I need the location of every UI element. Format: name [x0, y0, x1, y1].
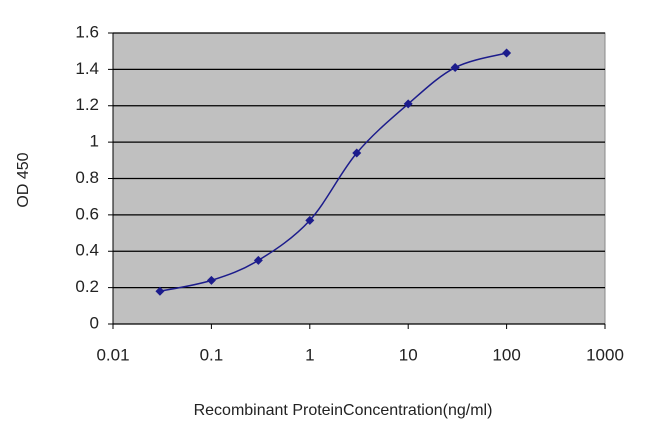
y-tick-label: 1.4	[75, 59, 99, 78]
y-tick-label: 0.6	[75, 204, 99, 223]
y-tick-label: 0.2	[75, 277, 99, 296]
data-line	[159, 52, 507, 292]
y-tick-label: 0.4	[75, 241, 99, 260]
x-tick-label: 0.01	[96, 345, 129, 364]
marker	[155, 286, 165, 296]
y-tick-label: 0.8	[75, 168, 99, 187]
marker	[502, 48, 512, 58]
marker	[253, 255, 263, 265]
marker	[403, 99, 413, 109]
x-tick-label: 10	[399, 345, 418, 364]
marker	[206, 275, 216, 285]
marker	[352, 148, 362, 158]
x-tick-label: 1	[305, 345, 314, 364]
x-tick-label: 1000	[586, 345, 624, 364]
x-axis-label: Recombinant ProteinConcentration(ng/ml)	[194, 402, 493, 419]
y-tick-label: 0	[90, 313, 99, 332]
marker	[450, 63, 460, 73]
x-tick-label: 0.1	[200, 345, 224, 364]
y-tick-label: 1.6	[75, 22, 99, 41]
x-tick-label: 100	[492, 345, 520, 364]
y-axis-label: OD 450	[15, 152, 32, 207]
marker	[305, 215, 315, 225]
y-tick-label: 1	[90, 132, 99, 151]
y-tick-label: 1.2	[75, 95, 99, 114]
